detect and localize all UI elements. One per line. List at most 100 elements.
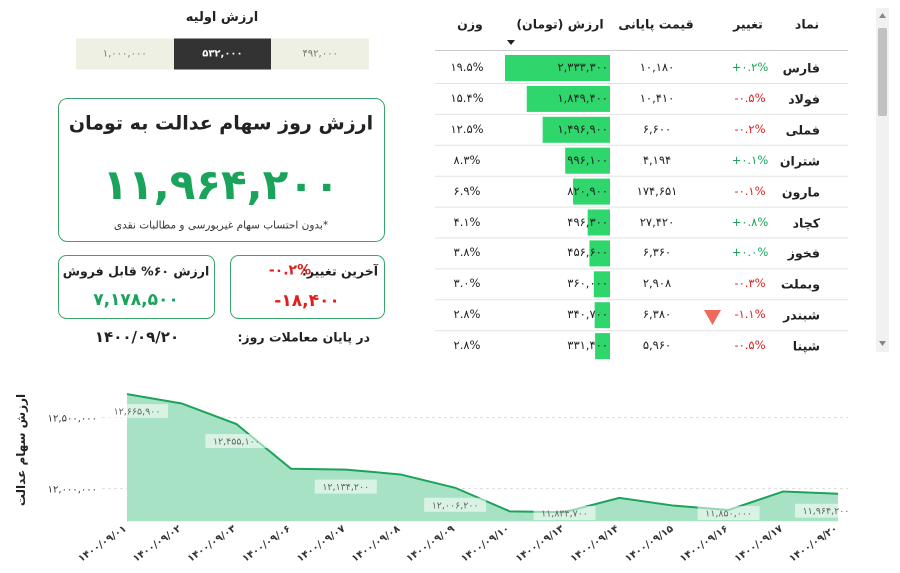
symbol: شبندر bbox=[783, 307, 820, 323]
value-bar bbox=[593, 271, 610, 298]
area-fill bbox=[127, 394, 838, 522]
price: ۶,۶۰۰ bbox=[642, 121, 672, 136]
change: -۰.۲% bbox=[734, 121, 766, 136]
table-header[interactable]: تغییر bbox=[733, 16, 763, 32]
sort-indicator bbox=[507, 40, 515, 45]
value: ۱,۸۴۹,۴۰۰ bbox=[557, 90, 608, 105]
date-value: ۱۴۰۰/۰۹/۲۰ bbox=[94, 328, 180, 346]
sellable-value: ۷,۱۷۸,۵۰۰ bbox=[93, 289, 179, 310]
data-label-bg bbox=[795, 503, 857, 518]
data-label-bg bbox=[314, 479, 377, 494]
change: -۱.۱% bbox=[734, 307, 766, 322]
value-bar bbox=[589, 240, 610, 267]
table-header[interactable]: قیمت پایانی bbox=[618, 16, 694, 32]
value-option[interactable]: ۴۹۲,۰۰۰ bbox=[271, 38, 369, 69]
change: +۰.۱% bbox=[731, 152, 769, 167]
weight: ۲.۸% bbox=[453, 307, 481, 322]
data-label-bg bbox=[106, 404, 168, 419]
change: -۰.۳% bbox=[734, 276, 766, 291]
portfolio-value: ۱۱,۹۶۴,۲۰۰ bbox=[102, 159, 340, 209]
change: -۰.۵% bbox=[734, 90, 766, 105]
data-label-bg bbox=[697, 506, 760, 520]
symbol: فخوز bbox=[787, 245, 820, 261]
price: ۶,۳۸۰ bbox=[642, 307, 672, 322]
sellable-label: ارزش ۶۰% قابل فروش bbox=[62, 263, 210, 279]
date-label: در پایان معاملات روز: bbox=[237, 329, 370, 345]
value: ۳۴۰,۷۰۰ bbox=[567, 307, 608, 322]
y-tick-label: ۱۲,۵۰۰,۰۰۰ bbox=[48, 414, 97, 425]
symbol: شتران bbox=[779, 153, 820, 169]
sellable-card bbox=[58, 255, 215, 319]
value: ۴۵۶,۶۰۰ bbox=[567, 245, 608, 260]
value: ۱,۴۹۶,۹۰۰ bbox=[557, 121, 608, 136]
value-bar bbox=[594, 302, 610, 329]
y-tick-label: ۱۲,۰۰۰,۰۰۰ bbox=[48, 485, 97, 496]
weight: ۱۲.۵% bbox=[450, 121, 484, 136]
price: ۵,۹۶۰ bbox=[642, 338, 672, 353]
value-bar bbox=[595, 333, 610, 360]
data-label-bg bbox=[533, 506, 596, 520]
data-label: ۱۲,۰۰۶,۲۰۰ bbox=[432, 500, 479, 511]
price: ۱۷۴,۶۵۱ bbox=[636, 183, 678, 198]
table-header[interactable]: وزن bbox=[457, 16, 483, 32]
symbol: کچاد bbox=[792, 215, 820, 230]
data-label: ۱۱,۸۵۰,۰۰۰ bbox=[705, 509, 752, 520]
data-label: ۱۲,۶۶۵,۹۰۰ bbox=[114, 407, 161, 418]
value-bar bbox=[542, 116, 610, 143]
value: ۴۹۶,۳۰۰ bbox=[567, 214, 608, 229]
change-percent: -۰.۲% bbox=[268, 262, 312, 279]
weight: ۳.۰% bbox=[453, 276, 481, 291]
weight: ۲.۸% bbox=[453, 338, 481, 353]
value-bar bbox=[505, 55, 610, 81]
value: ۳۳۱,۴۰۰ bbox=[567, 338, 608, 353]
value-option[interactable]: ۵۳۲,۰۰۰ bbox=[173, 38, 272, 69]
symbol: فولاد bbox=[788, 91, 820, 107]
card-title: ارزش روز سهام عدالت به تومان bbox=[68, 112, 374, 135]
price: ۱۰,۱۸۰ bbox=[639, 60, 675, 75]
table-header[interactable]: ارزش (تومان) bbox=[516, 16, 604, 32]
section-title: ارزش اولیه bbox=[185, 10, 259, 26]
summary-card bbox=[58, 98, 385, 242]
scroll-up[interactable] bbox=[879, 13, 886, 18]
weight: ۴.۱% bbox=[453, 214, 481, 229]
data-label-bg bbox=[424, 497, 487, 512]
symbol: فملی bbox=[785, 122, 820, 138]
value-bar bbox=[565, 147, 610, 174]
weight: ۶.۹% bbox=[453, 183, 481, 198]
value-option[interactable]: ۱,۰۰۰,۰۰۰ bbox=[75, 38, 174, 69]
y-axis-title: ارزش سهام عدالت bbox=[14, 394, 29, 506]
change-amount: -۱۸,۴۰۰ bbox=[274, 290, 340, 311]
value-bar bbox=[573, 178, 610, 205]
change: -۰.۵% bbox=[734, 338, 766, 353]
change: +۰.۲% bbox=[731, 60, 769, 75]
value: ۸۲۰,۹۰۰ bbox=[567, 183, 608, 198]
value-bar bbox=[526, 85, 610, 112]
weight: ۱۹.۵% bbox=[450, 60, 484, 75]
change: +۰.۰% bbox=[731, 245, 769, 260]
value: ۹۹۶,۱۰۰ bbox=[567, 152, 608, 167]
change: -۰.۱% bbox=[734, 183, 766, 198]
data-label-bg bbox=[205, 434, 268, 449]
value-bar bbox=[587, 209, 610, 236]
price: ۲۷,۴۲۰ bbox=[639, 214, 675, 229]
data-label: ۱۱,۸۳۴,۷۰۰ bbox=[541, 509, 588, 520]
weight: ۱۵.۴% bbox=[450, 90, 484, 105]
table-header[interactable]: نماد bbox=[794, 16, 820, 32]
weight: ۳.۸% bbox=[453, 245, 481, 260]
alert-triangle bbox=[704, 310, 721, 325]
data-label: ۱۲,۱۳۴,۲۰۰ bbox=[322, 482, 369, 493]
weight: ۸.۳% bbox=[453, 152, 481, 167]
change-card bbox=[230, 255, 385, 319]
card-note: *بدون احتساب سهام غیربورسی و مطالبات نقد… bbox=[113, 219, 329, 232]
symbol: وبملت bbox=[780, 276, 820, 292]
value: ۲,۳۳۳,۳۰۰ bbox=[557, 60, 608, 75]
symbol: فارس bbox=[782, 60, 820, 76]
scrollbar-thumb[interactable] bbox=[878, 28, 887, 116]
price: ۶,۳۶۰ bbox=[642, 245, 672, 260]
data-label: ۱۲,۴۵۵,۱۰۰ bbox=[213, 437, 260, 448]
scroll-down[interactable] bbox=[879, 341, 886, 346]
price: ۱۰,۴۱۰ bbox=[639, 90, 675, 105]
